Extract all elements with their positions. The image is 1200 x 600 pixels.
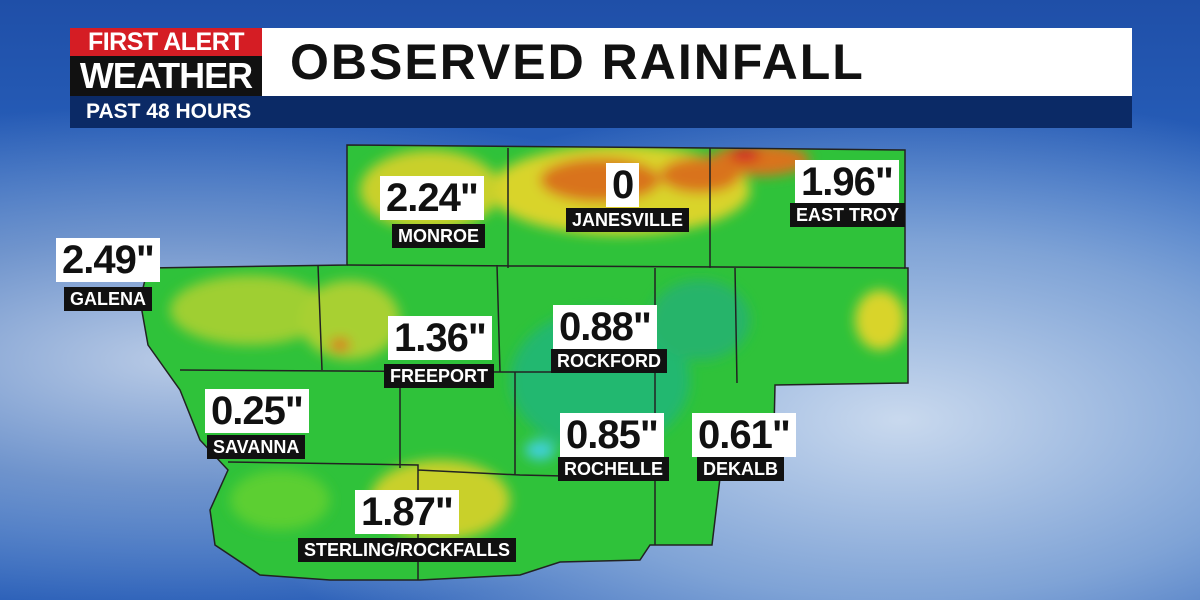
rainfall-value: 0.88" [553,305,657,349]
location-name: SAVANNA [207,435,306,459]
location-name: FREEPORT [384,364,495,388]
rainfall-value: 0.61" [692,413,796,457]
rainfall-value: 2.24" [380,176,484,220]
subtitle: PAST 48 HOURS [86,100,252,123]
location-name: ROCHELLE [558,457,669,481]
rainfall-value: 2.49" [56,238,160,282]
location-name: JANESVILLE [566,208,690,232]
rainfall-value: 0 [606,163,640,207]
rainfall-value: 1.87" [355,490,459,534]
location-name: DEKALB [697,457,784,481]
location-name: ROCKFORD [551,349,667,373]
rainfall-value: 1.36" [388,316,492,360]
logo-top: FIRST ALERT [70,28,262,56]
title-banner [262,28,1132,96]
rainfall-value: 1.96" [795,160,899,204]
location-name: GALENA [64,287,152,311]
logo-bottom: WEATHER [70,56,262,96]
location-name: MONROE [392,224,485,248]
title: OBSERVED RAINFALL [290,34,865,90]
location-name: EAST TROY [790,203,906,227]
location-name: STERLING/ROCKFALLS [298,538,516,562]
subtitle-strip [70,96,1132,128]
rainfall-value: 0.25" [205,389,309,433]
rainfall-value: 0.85" [560,413,664,457]
